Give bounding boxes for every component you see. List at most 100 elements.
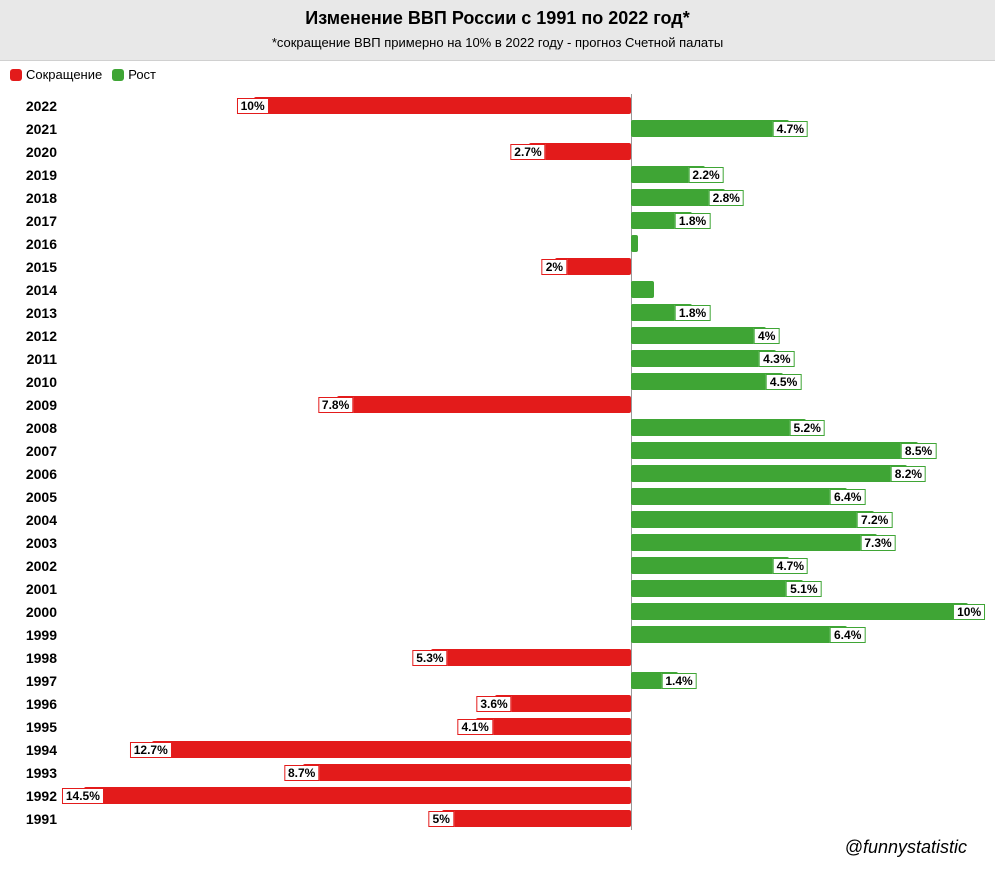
year-label: 2003 xyxy=(10,535,65,551)
value-label: 4.3% xyxy=(759,351,794,367)
value-label: 4.7% xyxy=(773,121,808,137)
bar-neg: 7.8% xyxy=(337,396,631,413)
plot-cell: 14.5% xyxy=(65,784,985,807)
year-label: 2016 xyxy=(10,236,65,252)
plot-cell: 1.8% xyxy=(65,209,985,232)
value-label: 8.7% xyxy=(284,765,319,781)
chart-row: 199214.5% xyxy=(10,784,985,807)
plot-cell xyxy=(65,278,985,301)
plot-cell: 5% xyxy=(65,807,985,830)
year-label: 2008 xyxy=(10,420,65,436)
plot-cell: 4.7% xyxy=(65,554,985,577)
value-label: 5.1% xyxy=(786,581,821,597)
chart-row: 1993 8.7% xyxy=(10,761,985,784)
chart-row: 2012 4% xyxy=(10,324,985,347)
year-label: 2002 xyxy=(10,558,65,574)
plot-cell: 12.7% xyxy=(65,738,985,761)
chart-row: 20015.1% xyxy=(10,577,985,600)
plot-cell: 7.8% xyxy=(65,393,985,416)
chart-row: 2002 4.7% xyxy=(10,554,985,577)
chart-row: 19971.4% xyxy=(10,669,985,692)
plot-cell: 1.4% xyxy=(65,669,985,692)
value-label: 5.3% xyxy=(412,650,447,666)
plot-cell xyxy=(65,232,985,255)
year-label: 2019 xyxy=(10,167,65,183)
chart-row: 19963.6% xyxy=(10,692,985,715)
chart-row: 199412.7% xyxy=(10,738,985,761)
bar-pos: 1.4% xyxy=(631,672,678,689)
plot-cell: 4.3% xyxy=(65,347,985,370)
chart-row: 2016 xyxy=(10,232,985,255)
value-label: 2.7% xyxy=(510,144,545,160)
chart-row: 2003 7.3% xyxy=(10,531,985,554)
value-label: 5% xyxy=(429,811,454,827)
value-label: 4.5% xyxy=(766,374,801,390)
bar-pos: 7.3% xyxy=(631,534,877,551)
chart-row: 1998 5.3% xyxy=(10,646,985,669)
bar-neg: 5.3% xyxy=(431,649,631,666)
bar-pos: 1.8% xyxy=(631,304,692,321)
year-label: 2018 xyxy=(10,190,65,206)
value-label: 7.2% xyxy=(857,512,892,528)
legend: Сокращение Рост xyxy=(0,61,995,88)
plot-cell: 1.8% xyxy=(65,301,985,324)
year-label: 2013 xyxy=(10,305,65,321)
plot-cell: 10% xyxy=(65,600,985,623)
chart-header: Изменение ВВП России с 1991 по 2022 год*… xyxy=(0,0,995,61)
plot-cell: 4.7% xyxy=(65,117,985,140)
value-label: 2.8% xyxy=(709,190,744,206)
bar-pos: 6.4% xyxy=(631,488,847,505)
value-label: 7.3% xyxy=(860,535,895,551)
value-label: 14.5% xyxy=(62,788,104,804)
value-label: 4.7% xyxy=(773,558,808,574)
value-label: 6.4% xyxy=(830,627,865,643)
value-label: 7.8% xyxy=(318,397,353,413)
plot-cell: 7.3% xyxy=(65,531,985,554)
value-label: 12.7% xyxy=(130,742,172,758)
value-label: 1.8% xyxy=(675,213,710,229)
plot-cell: 7.2% xyxy=(65,508,985,531)
value-label: 2% xyxy=(542,259,567,275)
chart-row: 2005 6.4% xyxy=(10,485,985,508)
year-label: 1993 xyxy=(10,765,65,781)
year-label: 1995 xyxy=(10,719,65,735)
plot-cell: 8.2% xyxy=(65,462,985,485)
year-label: 1998 xyxy=(10,650,65,666)
plot-cell: 2.2% xyxy=(65,163,985,186)
chart-row: 19996.4% xyxy=(10,623,985,646)
value-label: 4.1% xyxy=(457,719,492,735)
bar-pos: 7.2% xyxy=(631,511,874,528)
year-label: 1992 xyxy=(10,788,65,804)
year-label: 2009 xyxy=(10,397,65,413)
plot-cell: 2.7% xyxy=(65,140,985,163)
plot-cell: 6.4% xyxy=(65,485,985,508)
chart-row: 19915% xyxy=(10,807,985,830)
bar-pos: 4.5% xyxy=(631,373,783,390)
bar-neg: 8.7% xyxy=(303,764,631,781)
year-label: 2005 xyxy=(10,489,65,505)
value-label: 1.4% xyxy=(661,673,696,689)
year-label: 2000 xyxy=(10,604,65,620)
value-label: 8.5% xyxy=(901,443,936,459)
bar-neg: 5% xyxy=(442,810,631,827)
chart-row: 2007 8.5% xyxy=(10,439,985,462)
year-label: 2014 xyxy=(10,282,65,298)
chart-row: 202210% xyxy=(10,94,985,117)
bar-pos: 4.7% xyxy=(631,557,790,574)
bar-pos: 4% xyxy=(631,327,766,344)
year-label: 2017 xyxy=(10,213,65,229)
value-label: 8.2% xyxy=(891,466,926,482)
value-label: 1.8% xyxy=(675,305,710,321)
year-label: 2012 xyxy=(10,328,65,344)
legend-swatch-neg xyxy=(10,69,22,81)
year-label: 2004 xyxy=(10,512,65,528)
bar-pos: 2.2% xyxy=(631,166,705,183)
year-label: 2007 xyxy=(10,443,65,459)
chart-row: 2017 1.8% xyxy=(10,209,985,232)
chart-row: 20152% xyxy=(10,255,985,278)
plot-cell: 3.6% xyxy=(65,692,985,715)
bar-pos: 4.3% xyxy=(631,350,776,367)
chart-row: 1995 4.1% xyxy=(10,715,985,738)
plot-cell: 4.5% xyxy=(65,370,985,393)
bar-neg: 12.7% xyxy=(152,741,631,758)
